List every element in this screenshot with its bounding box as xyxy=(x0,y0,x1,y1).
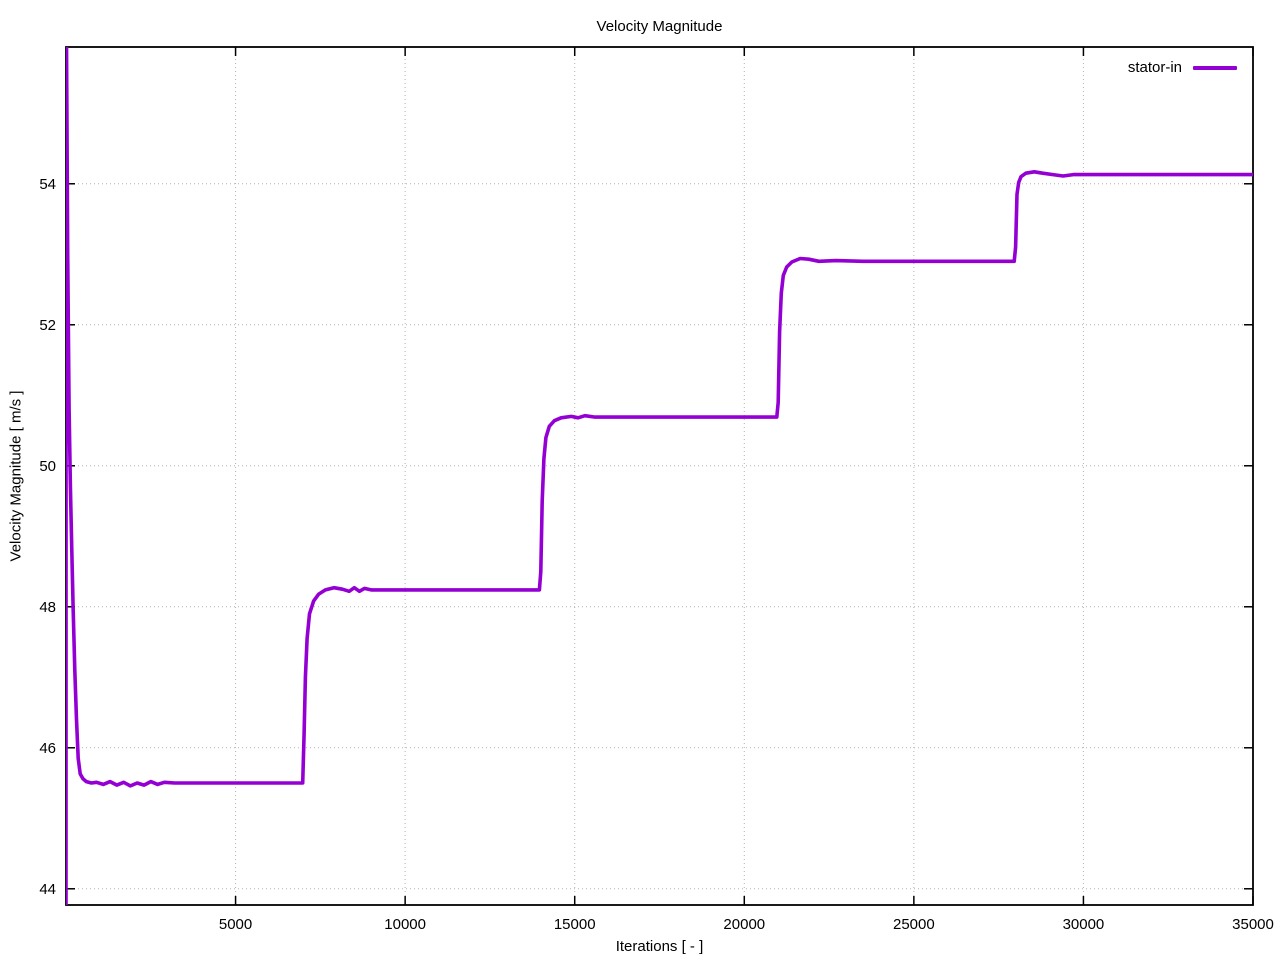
x-tick-label: 5000 xyxy=(219,916,252,933)
x-tick-label: 10000 xyxy=(384,916,426,933)
x-tick-label: 30000 xyxy=(1063,916,1105,933)
y-tick-label: 52 xyxy=(39,317,56,334)
x-tick-labels: 5000 10000 15000 20000 25000 30000 35000 xyxy=(219,916,1274,933)
y-tick-label: 44 xyxy=(39,881,56,898)
x-tick-label: 15000 xyxy=(554,916,596,933)
y-axis-title: Velocity Magnitude [ m/s ] xyxy=(7,390,25,562)
x-axis-title: Iterations [ - ] xyxy=(615,938,704,955)
legend: stator-in xyxy=(0,59,1237,76)
y-tick-labels: 44 46 48 50 52 54 xyxy=(39,176,56,898)
x-tick-label: 20000 xyxy=(723,916,765,933)
x-tick-label: 25000 xyxy=(893,916,935,933)
series-line-stator-in xyxy=(66,47,1253,905)
y-tick-label: 46 xyxy=(39,740,56,757)
y-tick-label: 48 xyxy=(39,599,56,616)
legend-label-stator-in: stator-in xyxy=(1127,59,1182,76)
y-tick-label: 50 xyxy=(39,458,56,475)
x-tick-label: 35000 xyxy=(1232,916,1274,933)
legend-line-sample xyxy=(1193,65,1237,70)
y-tick-label: 54 xyxy=(39,176,56,193)
chart-title: Velocity Magnitude xyxy=(596,18,723,35)
